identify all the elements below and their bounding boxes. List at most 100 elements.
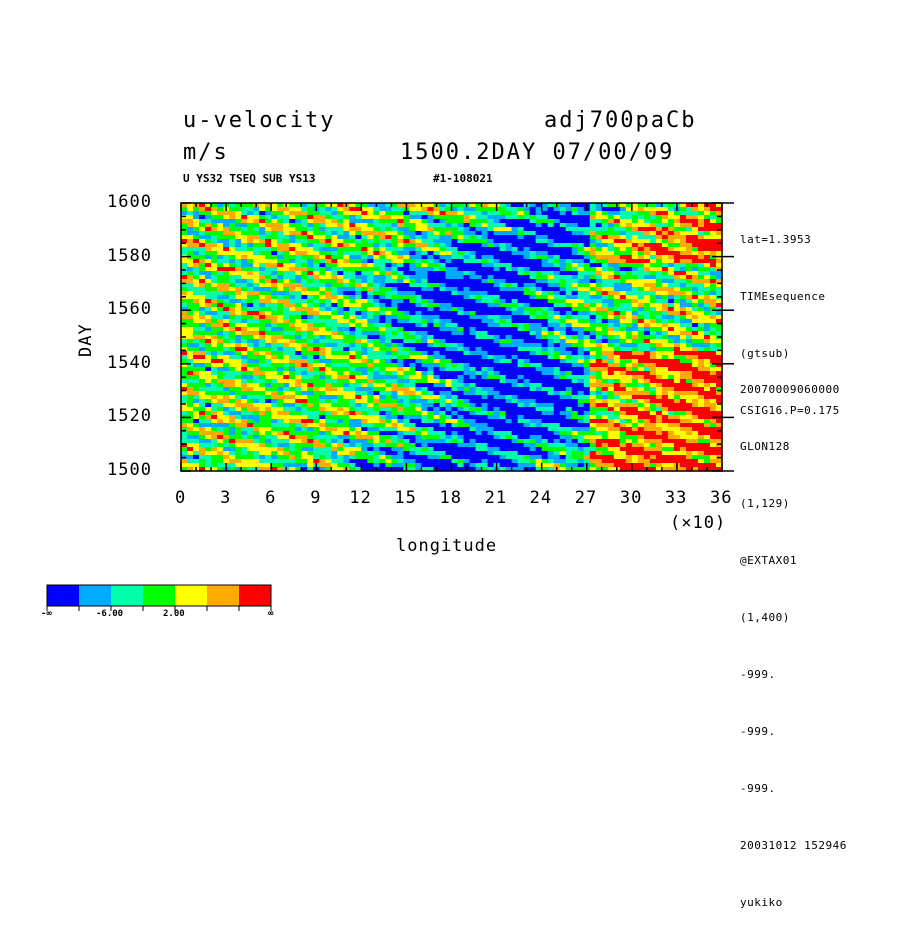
heatmap-cell [271,391,278,396]
heatmap-cell [703,331,711,336]
heatmap-cell [211,347,218,352]
heatmap-cell [559,351,567,356]
heatmap-cell [583,211,591,216]
heatmap-cell [295,303,302,308]
heatmap-cell [217,303,224,308]
heatmap-cell [385,407,392,412]
heatmap-cell [619,235,627,240]
heatmap-cell [643,335,651,340]
heatmap-cell [331,215,338,220]
heatmap-cell [445,423,453,428]
heatmap-cell [595,335,603,340]
heatmap-cell [313,387,320,392]
heatmap-cell [253,371,260,376]
heatmap-cell [691,327,699,332]
heatmap-cell [661,295,669,300]
heatmap-cell [337,343,344,348]
heatmap-cell [265,231,272,236]
heatmap-cell [301,387,308,392]
heatmap-cell [397,391,405,396]
heatmap-cell [553,207,561,212]
heatmap-cell [505,411,513,416]
heatmap-cell [529,367,537,372]
heatmap-cell [481,211,489,216]
heatmap-cell [637,215,645,220]
heatmap-cell [403,375,411,380]
heatmap-cell [187,347,194,352]
heatmap-cell [517,395,525,400]
heatmap-cell [373,323,380,328]
heatmap-cell [661,203,669,208]
heatmap-cell [397,399,405,404]
heatmap-cell [181,231,188,236]
heatmap-cell [421,323,429,328]
heatmap-cell [367,399,374,404]
heatmap-cell [691,263,699,268]
heatmap-cell [685,263,693,268]
heatmap-cell [331,315,338,320]
heatmap-cell [655,307,663,312]
heatmap-cell [277,311,284,316]
heatmap-cell [451,219,459,224]
heatmap-cell [229,259,236,264]
heatmap-cell [589,371,597,376]
heatmap-cell [379,263,386,268]
heatmap-cell [223,359,230,364]
heatmap-cell [253,271,260,276]
heatmap-cell [319,235,326,240]
heatmap-cell [427,279,435,284]
heatmap-cell [649,315,657,320]
heatmap-cell [319,419,326,424]
heatmap-cell [589,359,597,364]
heatmap-cell [655,211,663,216]
heatmap-cell [355,407,362,412]
heatmap-cell [589,275,597,280]
heatmap-cell [451,311,459,316]
heatmap-cell [307,267,314,272]
heatmap-cell [493,271,501,276]
heatmap-cell [631,331,639,336]
heatmap-cell [709,247,717,252]
heatmap-cell [229,223,236,228]
heatmap-cell [361,223,368,228]
heatmap-cell [649,271,657,276]
heatmap-cell [373,283,380,288]
heatmap-cell [307,375,314,380]
heatmap-cell [667,299,675,304]
heatmap-cell [649,263,657,268]
heatmap-cell [403,259,411,264]
heatmap-cell [349,387,356,392]
heatmap-cell [547,359,555,364]
heatmap-cell [631,375,639,380]
heatmap-cell [469,203,477,208]
heatmap-cell [397,219,405,224]
heatmap-cell [343,319,350,324]
heatmap-cell [307,411,314,416]
heatmap-cell [367,335,374,340]
heatmap-cell [331,219,338,224]
heatmap-cell [667,315,675,320]
heatmap-cell [457,227,465,232]
heatmap-cell [421,215,429,220]
heatmap-cell [703,247,711,252]
heatmap-cell [247,239,254,244]
heatmap-cell [625,395,633,400]
heatmap-cell [253,395,260,400]
heatmap-cell [391,255,398,260]
heatmap-cell [313,331,320,336]
heatmap-cell [673,335,681,340]
heatmap-cell [613,383,621,388]
heatmap-cell [517,355,525,360]
heatmap-cell [481,219,489,224]
heatmap-cell [379,375,386,380]
heatmap-cell [673,243,681,248]
heatmap-cell [391,395,398,400]
heatmap-cell [337,423,344,428]
heatmap-cell [547,259,555,264]
heatmap-cell [709,239,717,244]
heatmap-cell [331,255,338,260]
heatmap-cell [361,363,368,368]
heatmap-cell [673,395,681,400]
heatmap-cell [661,211,669,216]
heatmap-cell [505,407,513,412]
